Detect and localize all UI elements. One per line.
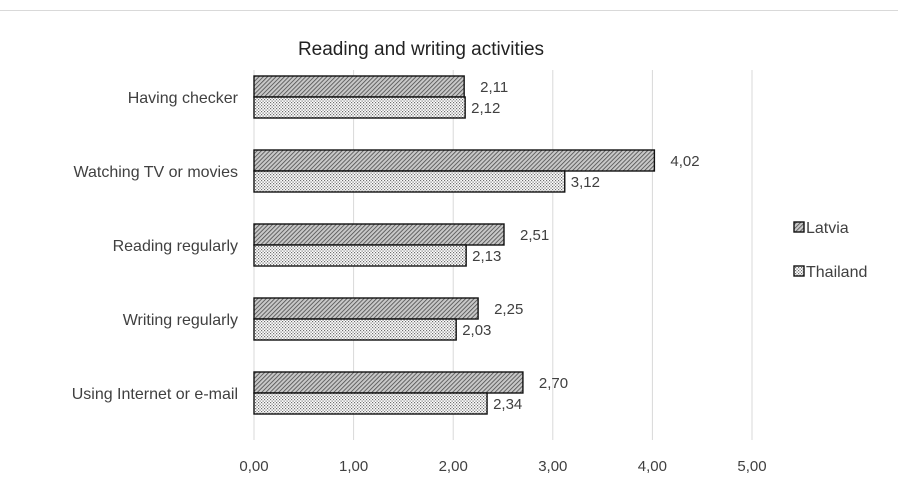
data-labels: 2,11 2,12 4,02 3,12 2,51 2,13 2,252,03 2,70 2,34	[462, 79, 699, 413]
bar	[253, 318, 457, 341]
legend: Latvia Thailand	[793, 220, 867, 281]
data-label: 2,51	[520, 227, 549, 244]
data-label: 2,34	[493, 396, 522, 413]
x-tick-label: 5,00	[737, 458, 766, 475]
data-label: 4,02	[670, 153, 699, 170]
legend-label: Thailand	[806, 264, 867, 281]
bar	[253, 392, 488, 415]
bar	[253, 96, 466, 119]
category-label: Using Internet or e-mail	[72, 386, 238, 403]
bar	[253, 223, 505, 246]
x-tick-label: 1,00	[339, 458, 368, 475]
x-tick-label: 2,00	[439, 458, 468, 475]
legend-swatch	[793, 221, 805, 233]
category-label: Having checker	[128, 90, 239, 107]
data-label: 2,13	[472, 248, 501, 265]
top-divider	[0, 10, 898, 11]
legend-swatch	[793, 265, 805, 277]
data-label: 2,70	[539, 375, 568, 392]
bars	[253, 75, 656, 415]
data-label: 2,25	[494, 301, 523, 318]
x-tick-label: 0,00	[239, 458, 268, 475]
x-tick-label: 3,00	[538, 458, 567, 475]
category-label: Watching TV or movies	[74, 164, 239, 181]
bar	[253, 149, 656, 172]
bar	[253, 75, 465, 98]
bar	[253, 297, 479, 320]
legend-label: Latvia	[806, 220, 849, 237]
chart-title: Reading and writing activities	[298, 39, 544, 60]
category-label: Reading regularly	[113, 238, 238, 255]
data-label: 3,12	[571, 174, 600, 191]
data-label: 2,03	[462, 322, 491, 339]
bar	[253, 244, 467, 267]
x-tick-label: 4,00	[638, 458, 667, 475]
category-label: Writing regularly	[123, 312, 238, 329]
data-label: 2,11	[480, 79, 508, 96]
bar	[253, 371, 524, 394]
bar	[253, 170, 566, 193]
data-label: 2,12	[471, 100, 500, 117]
category-labels: Having checker Watching TV or movies Readi…	[72, 90, 239, 403]
x-axis-ticks: 0,00 1,00 2,00 3,00 4,00 5,00	[239, 458, 766, 475]
